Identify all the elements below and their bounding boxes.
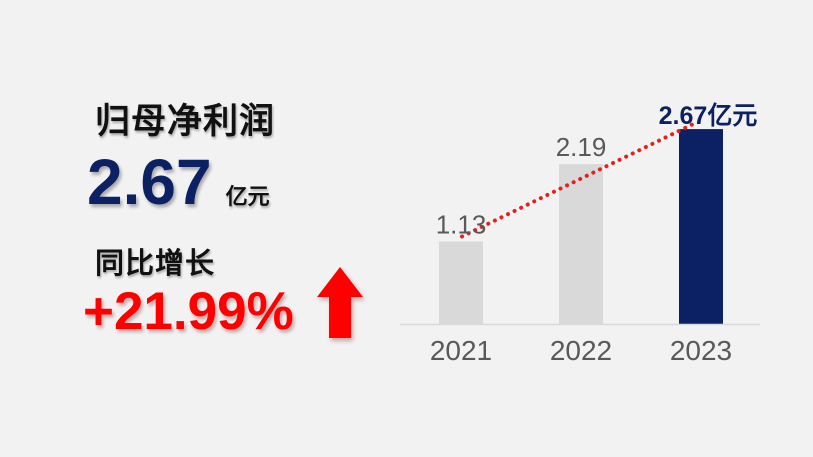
block-up-arrow-icon [317,267,363,338]
metric-value-row: 2.67 亿元 [87,150,270,214]
bar-value-label-2022: 2.19 [556,132,607,162]
chart-bar-2023 [679,129,723,324]
bar-value-label-2023: 2.67亿元 [659,102,758,130]
growth-value: +21.99% [83,282,294,341]
x-axis-label-2022: 2022 [550,335,612,366]
trend-line [460,122,695,239]
x-axis-label-2021: 2021 [430,335,492,366]
metric-title: 归母净利润 [95,102,276,141]
growth-row: +21.99% [83,285,294,338]
chart-bar-2021 [439,241,483,324]
metric-value: 2.67 [87,146,212,218]
bar-value-label-2021: 1.13 [436,210,487,240]
metric-unit: 亿元 [225,184,270,209]
chart-bar-2022 [559,164,603,324]
bar-chart: 1.13 2.19 2.67亿元 2021 2022 2023 [400,102,760,366]
x-axis-label-2023: 2023 [670,335,732,366]
block-up-arrow-shape [317,267,363,338]
growth-label: 同比增长 [95,248,216,280]
